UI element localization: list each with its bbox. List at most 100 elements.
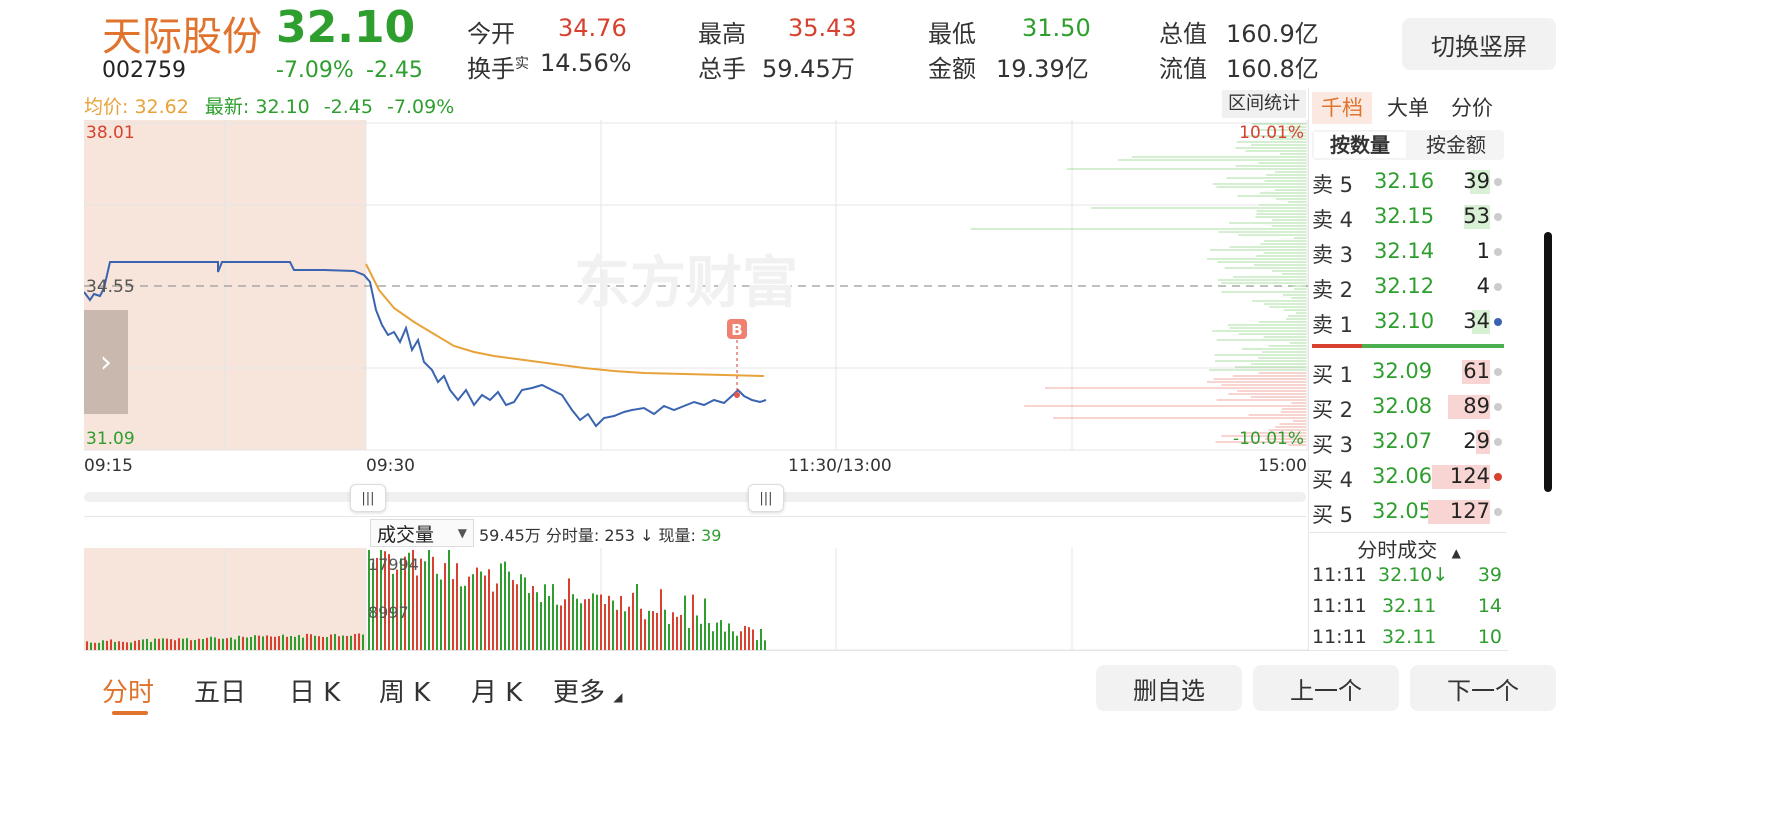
volume-bar (568, 578, 570, 650)
volume-bar (114, 641, 116, 650)
buy-sell-ratio-bar (1312, 344, 1504, 348)
range-stats-button[interactable]: 区间统计 (1222, 90, 1306, 118)
volume-bar (656, 612, 658, 650)
stat-float-value-label: 流值 (1159, 55, 1207, 83)
volume-bar (488, 569, 490, 650)
sell-price: 32.16 (1374, 169, 1435, 193)
volume-bar (416, 575, 418, 650)
list-item[interactable]: 卖 4 32.15 53 (1312, 200, 1506, 235)
subtab-by-amount[interactable]: 按金额 (1426, 133, 1486, 157)
volume-bar (286, 636, 288, 650)
tab-monthly-k[interactable]: 月 K (471, 678, 523, 708)
list-item[interactable]: 买 5 32.05 127 (1312, 495, 1506, 530)
volume-bar (150, 641, 152, 650)
list-item[interactable]: 卖 2 32.12 4 (1312, 270, 1506, 305)
stat-low-value: 31.50 (1022, 14, 1091, 42)
volume-bar (186, 638, 188, 650)
tab-five-day[interactable]: 五日 (194, 678, 247, 708)
volume-bar (182, 638, 184, 650)
list-item[interactable]: 买 1 32.09 61 (1312, 355, 1506, 390)
volume-bar (588, 598, 590, 650)
sell-level-label: 卖 5 (1312, 173, 1354, 197)
fenshi-value: 253 (604, 526, 635, 545)
down-arrow-icon: ↓ (640, 526, 654, 545)
list-item[interactable]: 卖 3 32.14 1 (1312, 235, 1506, 270)
price-chart[interactable]: 东方财富 B 38.01 31.09 10.01% -10.01% 34.55 (84, 120, 1308, 452)
scrollbar[interactable] (1544, 232, 1552, 492)
stat-turnover-value: 14.56% (540, 49, 632, 77)
volume-bar (648, 610, 650, 650)
volume-bar (732, 631, 734, 650)
volume-bar (544, 584, 546, 650)
volume-bar (424, 561, 426, 650)
volume-bar (134, 640, 136, 650)
tab-order-book[interactable]: 千档 (1312, 92, 1372, 124)
volume-chart[interactable]: 17994 8997 (84, 548, 1308, 652)
tab-weekly-k[interactable]: 周 K (379, 678, 431, 708)
volume-bar (250, 636, 252, 650)
tab-intraday[interactable]: 分时 (102, 672, 154, 715)
remove-watchlist-button[interactable]: 删自选 (1096, 665, 1242, 711)
volume-bar (330, 634, 332, 650)
table-row: 11:11 32.10↓ 39 (1312, 560, 1506, 591)
pct-bottom-label: -10.01% (1233, 429, 1304, 449)
range-slider-right-handle[interactable]: ||| (748, 484, 784, 512)
tab-daily-k[interactable]: 日 K (289, 678, 341, 708)
volume-bar (580, 603, 582, 650)
volume-bar (536, 592, 538, 650)
sell-volume: 1 (1476, 239, 1490, 263)
volume-bar (708, 623, 710, 650)
volume-bar (468, 576, 470, 650)
volume-bar (412, 550, 414, 650)
volume-bar (716, 622, 718, 650)
list-item[interactable]: 卖 1 32.10 34 (1312, 305, 1506, 340)
list-item[interactable]: 买 2 32.08 89 (1312, 390, 1506, 425)
expand-panel-button[interactable]: › (84, 310, 128, 414)
buy-price: 32.05 (1372, 499, 1433, 523)
tab-big-orders[interactable]: 大单 (1387, 96, 1429, 120)
volume-bar (218, 638, 220, 650)
list-item[interactable]: 买 4 32.06 124 (1312, 460, 1506, 495)
volume-bar (680, 614, 682, 650)
volume-bar (142, 639, 144, 650)
volume-bar (190, 640, 192, 650)
volume-bar (282, 634, 284, 650)
volume-bar (326, 637, 328, 650)
volume-bar (350, 635, 352, 650)
volume-indicator-dropdown[interactable]: 成交量 ▼ (370, 519, 474, 547)
volume-bar (540, 602, 542, 650)
previous-stock-button[interactable]: 上一个 (1253, 665, 1399, 711)
volume-bar (358, 633, 360, 650)
volume-bar (270, 636, 272, 650)
volume-bar (604, 604, 606, 650)
volume-bar (448, 550, 450, 650)
volume-bar (90, 642, 92, 650)
subtab-by-quantity[interactable]: 按数量 (1314, 132, 1406, 158)
volume-bar (504, 561, 506, 650)
tab-more[interactable]: 更多 ◢ (553, 672, 623, 709)
volume-bar (676, 616, 678, 650)
volume-bar (632, 592, 634, 650)
volume-bar (392, 573, 394, 650)
list-item[interactable]: 买 3 32.07 29 (1312, 425, 1506, 460)
tab-price-distribution[interactable]: 分价 (1451, 96, 1493, 120)
list-item[interactable]: 卖 5 32.16 39 (1312, 165, 1506, 200)
prev-close-label: 34.55 (86, 277, 135, 297)
range-slider-track[interactable] (84, 492, 1306, 502)
range-slider-left-handle[interactable]: ||| (350, 484, 386, 512)
volume-bar (122, 641, 124, 650)
volume-bar (752, 629, 754, 650)
buy-marker[interactable] (727, 319, 747, 339)
volume-bar (704, 598, 706, 650)
volume-bar (318, 636, 320, 650)
volume-bar (476, 567, 478, 650)
switch-portrait-button[interactable]: 切换竖屏 (1402, 18, 1556, 70)
latest-label: 最新: (204, 96, 250, 118)
trades-header[interactable]: 分时成交 ▲ (1312, 534, 1506, 563)
volume-bar (396, 569, 398, 650)
stat-total-value-value: 160.9亿 (1226, 20, 1319, 48)
change-amount: -2.45 (366, 58, 423, 83)
next-stock-button[interactable]: 下一个 (1410, 665, 1556, 711)
volume-bar (206, 637, 208, 650)
trades-title: 分时成交 (1357, 538, 1438, 562)
